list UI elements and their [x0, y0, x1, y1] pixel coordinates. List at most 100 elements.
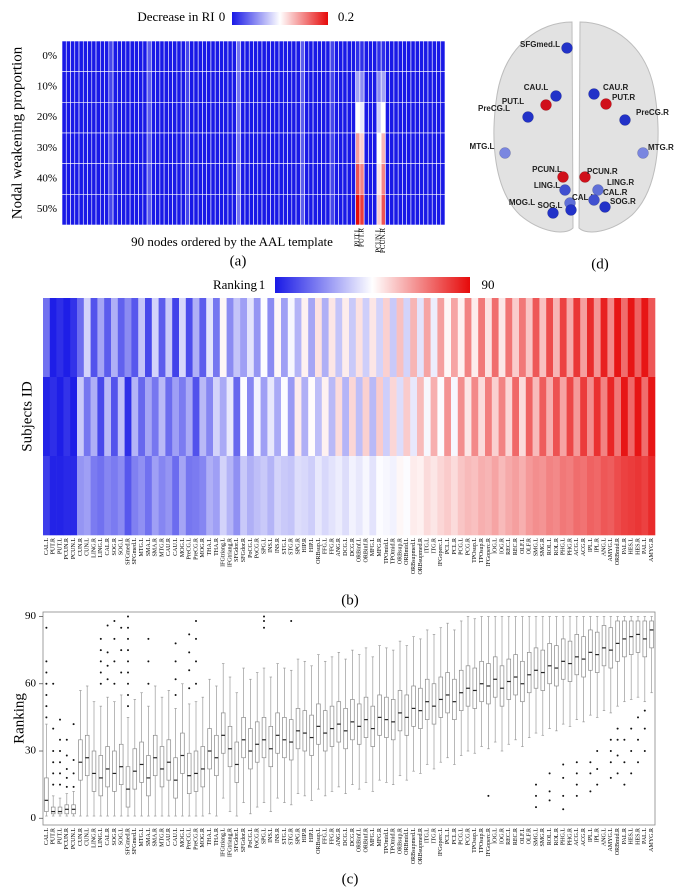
heat-cell — [414, 102, 420, 134]
heat-cell — [226, 298, 234, 378]
heat-cell — [214, 102, 220, 134]
heat-cell — [380, 71, 386, 103]
outlier — [45, 671, 48, 674]
heat-cell — [265, 163, 271, 195]
heat-cell — [180, 71, 186, 103]
heat-cell — [65, 40, 71, 72]
heat-cell — [505, 298, 513, 378]
outlier — [630, 772, 633, 775]
heat-cell — [346, 102, 352, 134]
x-tick-label: PoCG.L — [248, 828, 254, 848]
heat-cell — [100, 40, 105, 72]
x-tick-label: CAU.L — [173, 538, 179, 556]
heat-cell — [321, 298, 329, 378]
heat-cell — [138, 456, 146, 536]
box — [377, 694, 382, 736]
heat-cell — [321, 40, 327, 72]
heat-cell — [281, 377, 289, 457]
heat-cell — [138, 377, 146, 457]
heat-cell — [95, 132, 101, 164]
heat-cell — [158, 377, 166, 457]
box — [506, 658, 512, 700]
heat-cell — [376, 132, 382, 164]
heat-cell — [372, 163, 378, 195]
heat-cell — [189, 102, 195, 134]
x-tick-label: MOG.L — [180, 828, 186, 848]
box — [288, 719, 294, 761]
colorbar-min: 1 — [259, 277, 266, 292]
outlier — [120, 649, 123, 652]
x-tick-label: IOG.L — [493, 828, 499, 844]
x-tick-label: SFGdor.R — [241, 828, 247, 852]
heat-cell — [202, 71, 207, 103]
heat-cell — [346, 40, 352, 72]
heat-cell — [227, 71, 233, 103]
x-tick-label: MOG.R — [200, 538, 206, 558]
outlier — [147, 637, 150, 640]
box — [125, 766, 131, 808]
heat-cell — [402, 194, 408, 226]
heat-cell — [176, 102, 182, 134]
box — [465, 665, 471, 707]
heat-cell — [77, 298, 85, 378]
heat-cell — [274, 71, 280, 103]
heat-cell — [91, 102, 97, 134]
heat-cell — [219, 102, 225, 134]
heat-cell — [193, 102, 199, 134]
heat-cell — [197, 163, 203, 195]
heat-cell — [270, 163, 276, 195]
heat-cell — [406, 132, 412, 164]
heat-cell — [202, 163, 207, 195]
heat-cell — [393, 132, 399, 164]
brain-node-label: SOG.L — [538, 201, 563, 210]
heat-cell — [151, 102, 156, 134]
heat-cell — [423, 102, 429, 134]
brain-node — [540, 99, 552, 111]
heat-cell — [648, 456, 656, 536]
heat-cell — [125, 132, 131, 164]
heat-cell — [389, 298, 397, 378]
panel-label: (d) — [591, 256, 609, 272]
heat-cell — [414, 40, 420, 72]
heat-cell — [270, 71, 276, 103]
x-tick-label: ORBmid.R — [615, 538, 621, 565]
heat-cell — [261, 194, 267, 226]
x-tick-label: PreCG.R — [193, 538, 199, 560]
heat-cell — [464, 377, 472, 457]
box — [635, 620, 641, 653]
heat-cell — [410, 194, 416, 226]
heat-cell — [423, 132, 429, 164]
brain-node — [561, 42, 573, 54]
brain-node-label: CAL.R — [603, 188, 628, 197]
x-tick-label: ORBsup.R — [397, 828, 403, 854]
box — [200, 746, 206, 788]
x-tick-label: PAL.L — [642, 538, 648, 554]
x-tick-label: THA.R — [214, 828, 220, 846]
heat-cell — [231, 40, 237, 72]
heat-cell — [414, 163, 420, 195]
y-tick-label: 10% — [37, 81, 57, 93]
heat-cell — [281, 456, 289, 536]
heat-cell — [363, 194, 369, 226]
heat-cell — [146, 194, 152, 226]
heat-cell — [359, 102, 365, 134]
heat-cell — [559, 456, 567, 536]
heat-cell — [291, 194, 297, 226]
brain-node-label: MTG.R — [648, 143, 674, 152]
outlier — [609, 761, 612, 764]
heat-cell — [142, 194, 148, 226]
heat-cell — [457, 456, 465, 536]
box — [608, 627, 614, 669]
heat-cell — [410, 132, 416, 164]
heat-cell — [634, 456, 642, 536]
x-tick-label: PAL.R — [622, 828, 628, 844]
brain-node-label: PCUN.R — [587, 167, 618, 176]
heat-cell — [389, 377, 397, 457]
heat-cell — [197, 71, 203, 103]
outlier — [127, 682, 129, 685]
colorbar-max: 0.2 — [338, 9, 354, 24]
outlier — [45, 716, 48, 719]
heat-cell — [423, 456, 431, 536]
heat-cell — [138, 132, 144, 164]
heat-cell — [63, 456, 71, 536]
